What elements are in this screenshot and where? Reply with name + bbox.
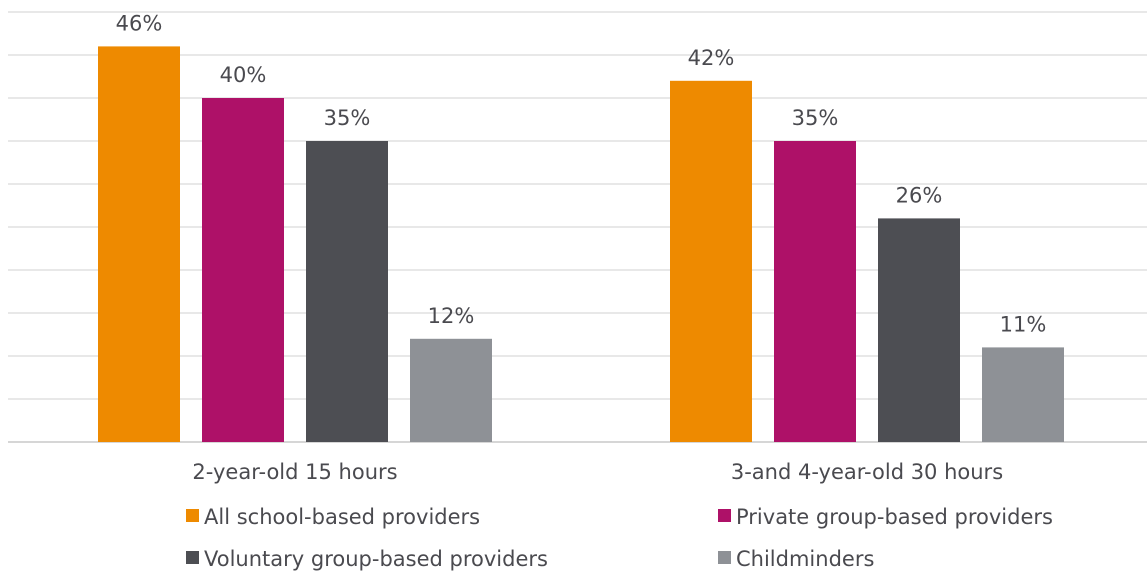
bar (774, 141, 856, 442)
legend-label: Voluntary group-based providers (204, 547, 548, 571)
legend-item: Childminders (718, 547, 874, 571)
data-label: 46% (116, 11, 163, 35)
data-label: 12% (428, 304, 475, 328)
legend-item: Private group-based providers (718, 505, 1053, 529)
x-tick-label: 3-and 4-year-old 30 hours (731, 460, 1003, 484)
category-labels: 2-year-old 15 hours 3-and 4-year-old 30 h… (192, 460, 1003, 484)
bar (98, 46, 180, 443)
legend-swatch (718, 509, 731, 522)
legend-item: All school-based providers (186, 505, 480, 529)
data-label: 40% (220, 63, 267, 87)
bar (306, 141, 388, 442)
bar (410, 338, 492, 442)
bars (98, 46, 1064, 443)
legend-label: Private group-based providers (736, 505, 1053, 529)
x-tick-label: 2-year-old 15 hours (192, 460, 397, 484)
legend-label: All school-based providers (204, 505, 480, 529)
data-label: 35% (324, 106, 371, 130)
data-label: 11% (1000, 312, 1047, 336)
legend-swatch (718, 551, 731, 564)
data-label: 26% (896, 183, 943, 207)
data-label: 35% (792, 106, 839, 130)
bar (878, 218, 960, 442)
data-label: 42% (688, 46, 735, 70)
legend-item: Voluntary group-based providers (186, 547, 548, 571)
value-labels: 46% 40% 35% 12% 42% 35% 26% 11% (116, 11, 1047, 336)
legend: All school-based providers Private group-… (186, 505, 1053, 571)
legend-swatch (186, 551, 199, 564)
gridlines (8, 11, 1147, 443)
bar (202, 98, 284, 442)
bar (982, 347, 1064, 442)
legend-label: Childminders (736, 547, 874, 571)
legend-swatch (186, 509, 199, 522)
bar (670, 80, 752, 443)
